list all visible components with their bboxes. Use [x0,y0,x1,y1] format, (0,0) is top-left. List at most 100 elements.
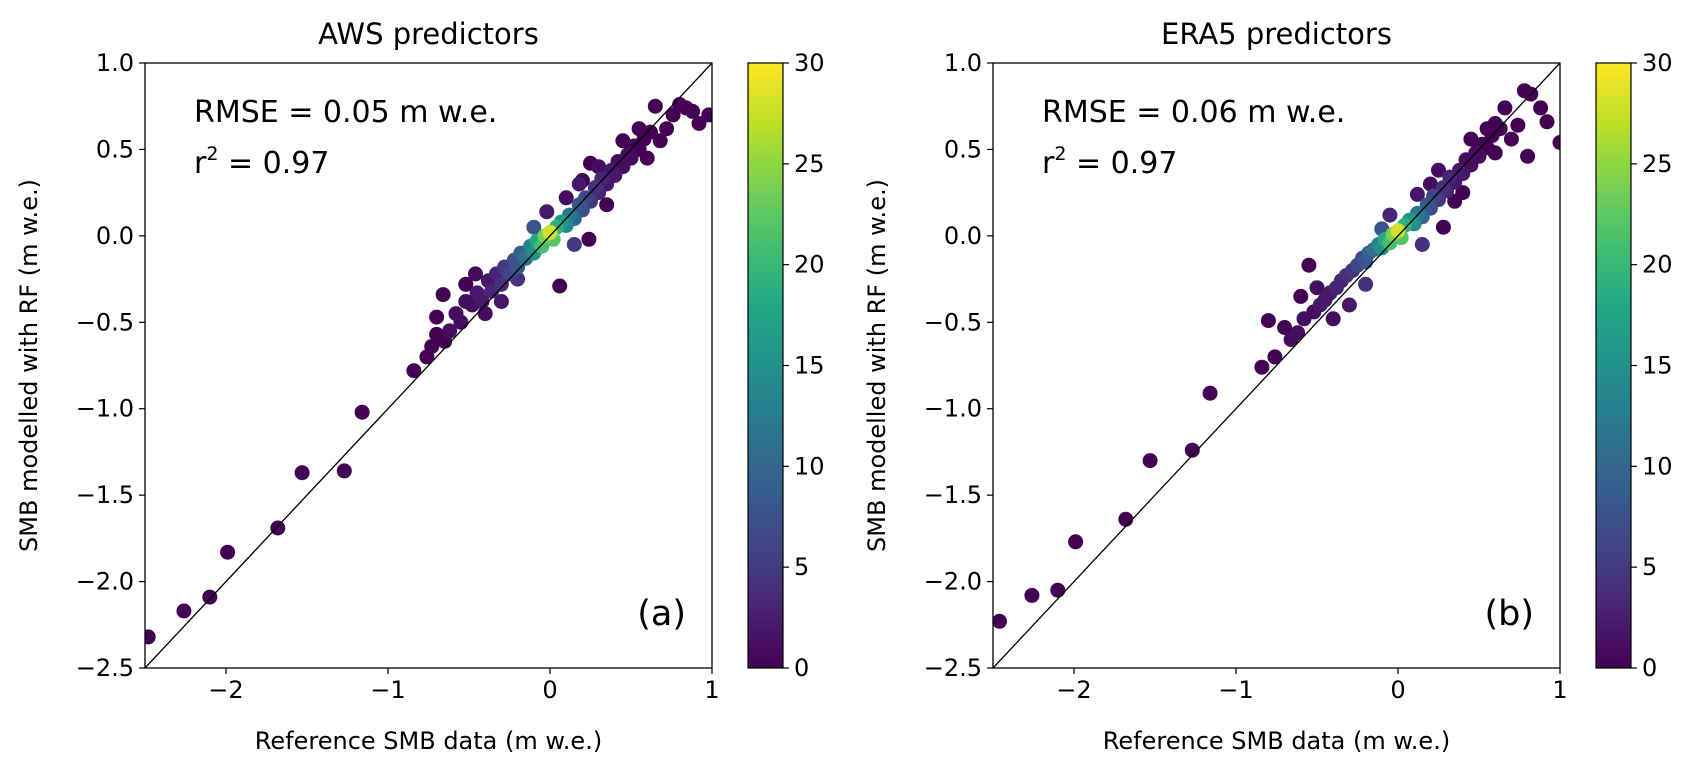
rmse-annotation: RMSE = 0.06 m w.e. [1042,95,1345,130]
data-point [607,167,623,183]
data-point [1539,114,1555,130]
data-point [1301,257,1317,273]
x-tick-label: 1 [704,676,719,704]
data-point [429,309,445,325]
data-point [1050,582,1066,598]
data-point [1142,453,1158,469]
data-point [1184,442,1200,458]
data-point [1290,325,1306,341]
data-point [539,204,555,220]
data-point [1325,311,1341,327]
y-axis-label: SMB modelled with RF (m w.e.) [15,179,43,552]
data-point [566,237,582,252]
colorbar-tick-label: 5 [1642,553,1657,581]
data-point [1068,534,1084,550]
data-point [623,150,639,166]
y-tick-label: −2.0 [76,568,134,596]
data-point [571,176,587,192]
x-tick-label: −2 [1056,676,1091,704]
y-tick-label: 0.5 [96,135,134,163]
data-point [1497,100,1513,116]
colorbar-tick-label: 10 [1642,452,1673,480]
data-point [1422,176,1438,192]
colorbar: 0 5 10 15 20 25 30 [747,49,825,682]
data-point [647,98,663,114]
y-tick-label: −0.5 [924,308,982,336]
data-point [1024,587,1040,603]
data-point [1382,207,1398,223]
data-point [631,121,647,137]
data-point [435,287,451,303]
scatter-panel-b: −2 −1 0 1 1.0 0.5 0.0 −0.5 −1.0 −1.5 −2.0 −2.5 ERA5 … [863,17,1673,755]
y-tick-label: 0.5 [944,135,982,163]
y-tick-label: −1.0 [924,395,982,423]
panel-title: ERA5 predictors [1161,17,1392,51]
y-tick-label: −2.5 [76,654,134,682]
plot-frame [992,62,1561,669]
data-point [1463,131,1479,147]
data-point [1552,135,1560,150]
data-point [1471,148,1487,164]
y-tick-label: −1.5 [76,481,134,509]
colorbar-tick-label: 15 [794,352,825,380]
colorbar-tick-label: 5 [794,553,809,581]
colorbar-tick-label: 0 [794,654,809,682]
scatter-panel-a: −2 −1 0 1 1.0 0.5 0.0 −0.5 −1.0 −1.5 −2.0 −2.5 AWS p… [15,17,825,755]
data-point [294,465,310,481]
x-axis-label: Reference SMB data (m w.e.) [255,727,602,755]
one-to-one-line [145,63,712,668]
data-point [493,294,509,309]
data-point [176,603,192,619]
y-tick-label: 0.0 [96,222,134,250]
y-tick-label: 1.0 [96,49,134,77]
y-tick-label: 1.0 [944,49,982,77]
data-point [701,107,712,123]
y-tick-label: −1.5 [924,481,982,509]
data-point [1455,166,1471,182]
colorbar-tick-label: 20 [794,251,825,279]
x-tick-label: −1 [1218,676,1253,704]
y-axis-label: SMB modelled with RF (m w.e.) [863,179,891,552]
y-tick-label: −2.5 [924,654,982,682]
data-point [468,266,483,282]
data-point [542,224,558,240]
colorbar-tick-label: 30 [1642,49,1673,77]
colorbar-tick-label: 25 [1642,150,1673,178]
data-point [652,133,668,149]
data-point [354,404,370,420]
data-point [145,629,156,645]
data-point [685,103,701,119]
data-point [1414,237,1430,252]
data-point [1520,148,1536,164]
data-point [691,116,707,131]
data-point [615,133,631,149]
data-point [581,231,597,247]
colorbar: 0 5 10 15 20 25 30 [1595,49,1673,682]
data-point [558,190,574,206]
one-to-one-line [993,63,1560,668]
data-point [1435,219,1451,235]
data-point [458,276,474,292]
data-point [406,363,422,379]
data-point [591,159,607,175]
x-axis-label: Reference SMB data (m w.e.) [1103,727,1450,755]
x-tick-label: 1 [1552,676,1567,704]
colorbar-tick-label: 25 [794,150,825,178]
data-point [424,339,440,354]
y-tick-label: 0.0 [944,222,982,250]
r2-annotation: r2 = 0.97 [194,143,329,181]
x-tick-label: −2 [208,676,243,704]
data-point [1202,385,1218,401]
data-point [1341,297,1357,313]
y-tick-label: −1.0 [76,395,134,423]
data-point [599,197,615,213]
data-point [639,150,655,166]
data-point [1487,145,1503,161]
x-tick-label: −1 [370,676,405,704]
data-point [1260,313,1276,329]
data-point [220,544,236,560]
data-point [552,278,568,294]
data-point [993,613,1007,629]
data-point [526,219,542,235]
